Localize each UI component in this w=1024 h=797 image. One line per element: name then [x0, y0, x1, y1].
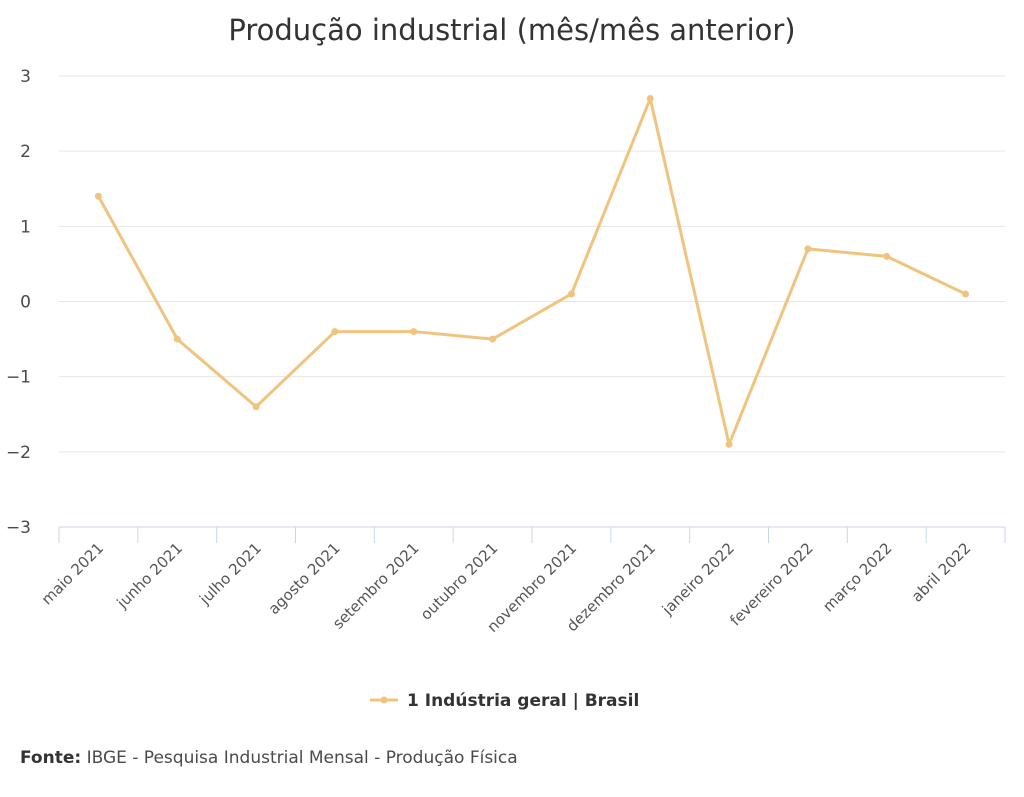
- legend[interactable]: 1 Indústria geral | Brasil: [370, 691, 639, 711]
- x-tick-label: maio 2021: [38, 539, 107, 608]
- y-tick-label: −1: [6, 368, 31, 388]
- series-line[interactable]: [96, 97, 968, 446]
- y-tick-label: −2: [6, 443, 31, 463]
- x-tick-label: março 2022: [819, 539, 895, 615]
- x-tick-label: janeiro 2022: [658, 539, 738, 619]
- series-layer: [94, 95, 970, 448]
- x-tick-label: agosto 2021: [265, 539, 344, 618]
- y-tick-label: 1: [20, 217, 31, 237]
- data-point[interactable]: [331, 328, 339, 336]
- x-tick-label: junho 2021: [113, 539, 186, 612]
- legend-label[interactable]: 1 Indústria geral | Brasil: [407, 691, 639, 711]
- data-point[interactable]: [567, 290, 575, 298]
- legend-marker: [380, 696, 388, 704]
- x-tick-label: outubro 2021: [417, 539, 502, 624]
- x-tick-label: julho 2021: [195, 539, 265, 609]
- source-text: IBGE - Pesquisa Industrial Mensal - Prod…: [86, 748, 518, 768]
- data-point[interactable]: [804, 245, 812, 253]
- y-tick-label: 2: [20, 142, 31, 162]
- x-tick-label: fevereiro 2022: [726, 539, 816, 629]
- data-point[interactable]: [173, 335, 181, 343]
- chart-title: Produção industrial (mês/mês anterior): [228, 13, 795, 47]
- data-point[interactable]: [646, 95, 654, 103]
- y-tick-label: 0: [20, 293, 31, 313]
- data-point[interactable]: [252, 403, 260, 411]
- grid-lines: [59, 75, 1005, 453]
- data-point[interactable]: [962, 290, 970, 298]
- data-point[interactable]: [410, 328, 418, 336]
- y-tick-label: 3: [20, 67, 31, 87]
- x-tick-label: abril 2022: [908, 539, 975, 606]
- data-point[interactable]: [489, 335, 497, 343]
- data-point[interactable]: [883, 252, 891, 260]
- x-axis: maio 2021 junho 2021 julho 2021 agosto 2021…: [38, 526, 1006, 636]
- source-label: Fonte:: [20, 748, 82, 768]
- source-note: Fonte: IBGE - Pesquisa Industrial Mensal…: [20, 748, 518, 768]
- x-tick-label: setembro 2021: [329, 539, 423, 633]
- y-tick-label: −3: [6, 518, 31, 538]
- y-axis-labels: 3 2 1 0 −1 −2 −3: [6, 67, 31, 538]
- data-point[interactable]: [94, 192, 102, 200]
- data-point[interactable]: [725, 440, 733, 448]
